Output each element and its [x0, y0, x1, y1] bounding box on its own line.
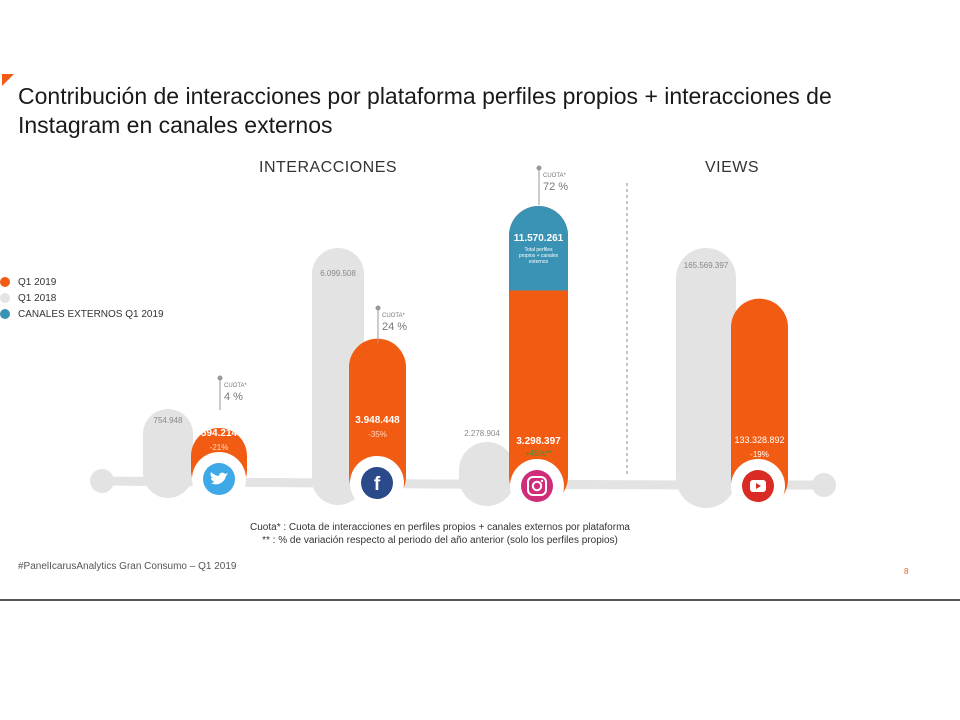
twitter-icon — [192, 452, 246, 506]
title-corner-mark — [2, 74, 14, 86]
value-label-q1-2018-twitter: 754.948 — [154, 416, 183, 425]
section-label-views: VIEWS — [705, 159, 760, 176]
interactions-chart: 754.948 594.214 -21% CUOTA* 4 % 6.099.508 3.94… — [90, 165, 836, 513]
bar-q1-2018-twitter — [143, 409, 193, 498]
footer-hashtag: #PanelIcarusAnalytics Gran Consumo – Q1 … — [18, 561, 237, 572]
facebook-icon: f — [350, 456, 404, 510]
bottom-rule — [0, 599, 960, 601]
cuota-label-facebook: CUOTA* — [382, 313, 406, 319]
footnote-variation: ** : % de variación respecto al periodo … — [262, 535, 618, 546]
value-label-externos-instagram: 11.570.261 — [514, 233, 564, 244]
cuota-leader-dot-facebook — [375, 305, 381, 311]
bar-q1-2018-youtube — [676, 248, 736, 508]
value-label-q1-2019-twitter: 594.214 — [201, 428, 238, 439]
page-number: 8 — [904, 567, 909, 576]
footnote: Cuota* : Cuota de interacciones en perfi… — [150, 521, 730, 547]
value-label-q1-2018-instagram: 2.278.904 — [464, 429, 500, 438]
instagram-icon — [510, 459, 564, 513]
cuota-value-instagram: 72 % — [543, 181, 568, 193]
cuota-leader-dot-twitter — [217, 375, 223, 381]
total-note-line: propios + canales — [519, 253, 559, 259]
track-start-dot — [90, 469, 114, 493]
value-label-q1-2019-youtube: 133.328.892 — [734, 435, 784, 445]
legend: Q1 2019 Q1 2018 CANALES EXTERNOS Q1 2019 — [0, 274, 164, 322]
cuota-label-twitter: CUOTA* — [224, 383, 248, 389]
svg-text:f: f — [374, 474, 381, 495]
cuota-label-instagram: CUOTA* — [543, 173, 567, 179]
bar-q1-2018-instagram — [459, 442, 515, 506]
legend-item-q1-2018: Q1 2018 — [0, 290, 164, 306]
value-label-q1-2018-facebook: 6.099.508 — [320, 269, 356, 278]
legend-dot-externos — [0, 309, 10, 319]
total-note-line: Total perfiles — [524, 247, 553, 253]
value-label-q1-2019-facebook: 3.948.448 — [355, 415, 400, 426]
slide-title: Contribución de interacciones por plataf… — [18, 83, 832, 138]
legend-item-q1-2019: Q1 2019 — [0, 274, 164, 290]
bar-q1-2019-youtube — [731, 298, 788, 508]
legend-dot-q1-2018 — [0, 293, 10, 303]
track-end-dot — [812, 473, 836, 497]
cuota-value-twitter: 4 % — [224, 391, 243, 403]
legend-dot-q1-2019 — [0, 277, 10, 287]
bars-layer: 754.948 594.214 -21% CUOTA* 4 % 6.099.508 3.94… — [143, 165, 788, 508]
cuota-leader-dot-instagram — [536, 165, 542, 171]
legend-label: Q1 2018 — [18, 292, 57, 304]
legend-label: Q1 2019 — [18, 276, 57, 288]
variation-label-facebook: -35% — [368, 430, 387, 439]
cuota-value-facebook: 24 % — [382, 321, 407, 333]
bar-externos-fill-instagram — [509, 255, 568, 291]
legend-label: CANALES EXTERNOS Q1 2019 — [18, 308, 164, 320]
youtube-icon — [731, 459, 785, 513]
footnote-cuota: Cuota* : Cuota de interacciones en perfi… — [250, 522, 630, 533]
variation-label-twitter: -21% — [210, 443, 229, 452]
value-label-q1-2019-instagram: 3.298.397 — [516, 436, 561, 447]
variation-label-youtube: -19% — [750, 450, 769, 459]
value-label-q1-2018-youtube: 165.569.397 — [684, 261, 729, 270]
total-note-line: externos — [529, 259, 549, 265]
legend-item-externos: CANALES EXTERNOS Q1 2019 — [0, 306, 164, 322]
section-label-interacciones: INTERACCIONES — [259, 159, 398, 176]
variation-label-instagram: +45%** — [525, 449, 552, 458]
